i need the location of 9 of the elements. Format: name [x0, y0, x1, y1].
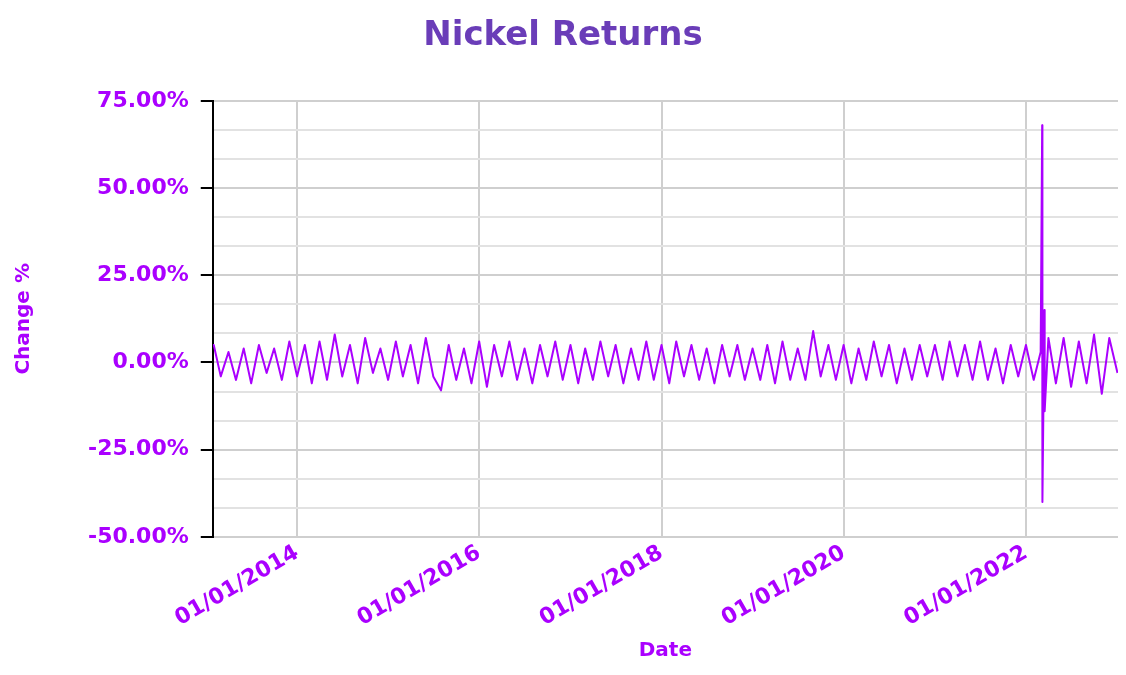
- y-axis-title: Change %: [10, 263, 35, 375]
- y-tick-label: 0.00%: [112, 348, 189, 374]
- y-tick-label: 75.00%: [97, 86, 189, 112]
- y-tick-label: 50.00%: [97, 173, 189, 199]
- y-tick-label: 25.00%: [97, 260, 189, 286]
- y-tick-label: -50.00%: [88, 522, 189, 548]
- chart-title: Nickel Returns: [423, 13, 703, 54]
- y-tick-label: -25.00%: [88, 435, 189, 461]
- x-axis-title: Date: [638, 637, 692, 662]
